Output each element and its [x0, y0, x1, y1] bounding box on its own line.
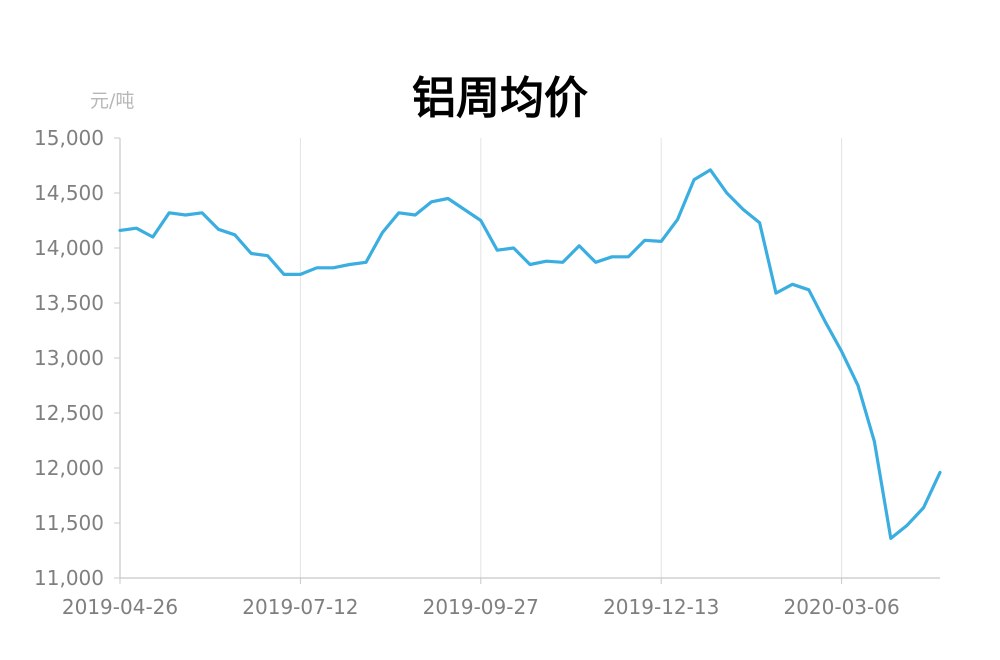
y-tick-label: 13,000: [34, 346, 104, 370]
y-tick-label: 11,000: [34, 566, 104, 590]
x-tick-label: 2019-12-13: [603, 595, 719, 619]
y-tick-label: 15,000: [34, 126, 104, 150]
x-tick-label: 2019-04-26: [62, 595, 178, 619]
y-tick-label: 12,000: [34, 456, 104, 480]
y-tick-label: 11,500: [34, 511, 104, 535]
series-line: [118, 168, 942, 541]
y-tick-label: 14,500: [34, 181, 104, 205]
x-tick-label: 2019-07-12: [242, 595, 358, 619]
y-tick-label: 13,500: [34, 291, 104, 315]
y-tick-label: 14,000: [34, 236, 104, 260]
y-tick-label: 12,500: [34, 401, 104, 425]
y-unit-label: 元/吨: [90, 90, 135, 112]
chart-title: 铝周均价: [412, 73, 588, 124]
x-tick-label: 2020-03-06: [783, 595, 899, 619]
x-tick-label: 2019-09-27: [423, 595, 539, 619]
